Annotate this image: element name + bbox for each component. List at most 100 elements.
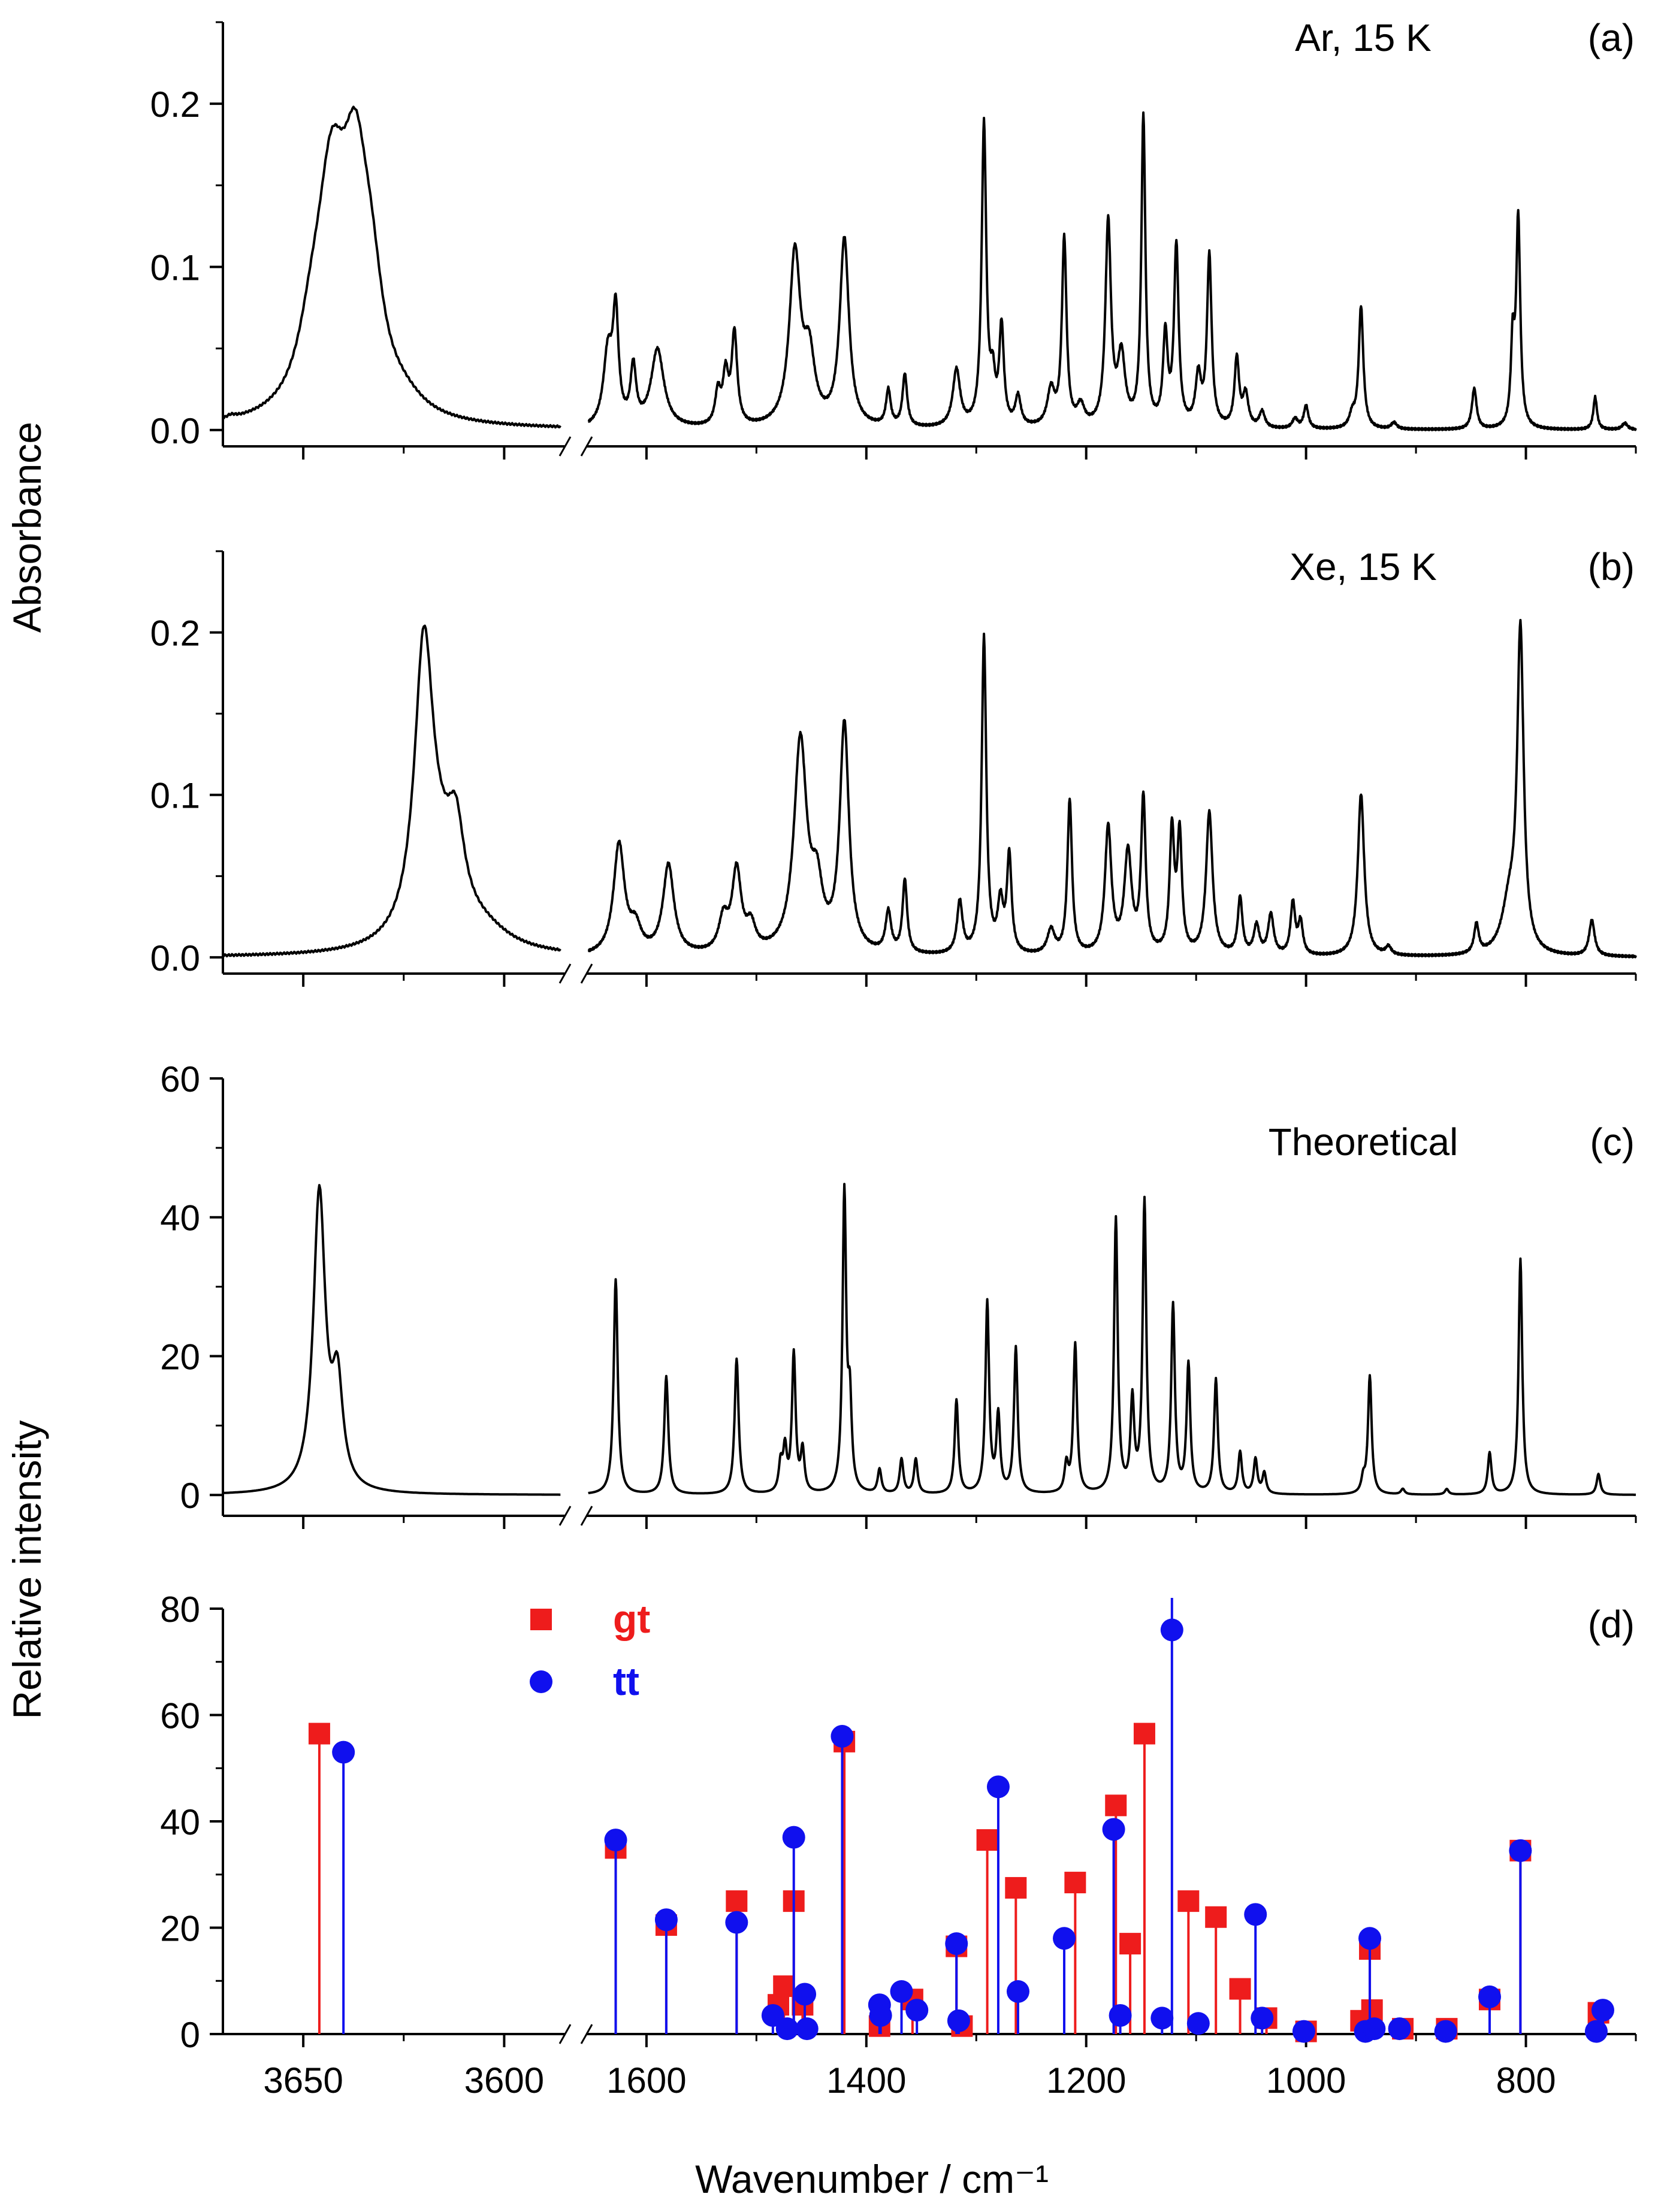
tt-marker (986, 1775, 1010, 1799)
gt-marker (308, 1723, 330, 1745)
panel-annotation: Ar, 15 K (1295, 16, 1432, 59)
gt-marker (1229, 1978, 1251, 2000)
y-tick-label: 20 (160, 1909, 200, 1949)
tt-marker (1251, 2006, 1274, 2030)
tt-marker (869, 2004, 892, 2027)
x-tick-label: 1200 (1046, 2060, 1126, 2101)
axis-break-mark (558, 1506, 572, 1526)
tt-marker (1186, 2012, 1210, 2035)
panel-annotation: Xe, 15 K (1289, 545, 1437, 588)
gt-marker (1205, 1906, 1227, 1928)
y-tick-label: 40 (160, 1802, 200, 1842)
axis-break-mark (558, 2024, 572, 2044)
tt-marker (890, 1980, 913, 2003)
y-label-relative-intensity: Relative intensity (5, 1421, 49, 1720)
tt-marker (761, 2004, 784, 2027)
y-tick-label: 0 (180, 2015, 200, 2055)
x-tick-label: 3650 (263, 2060, 343, 2101)
spectrum-line-right (587, 619, 1637, 959)
tt-marker (775, 2017, 799, 2041)
panel-tag: (d) (1588, 1603, 1635, 1646)
tt-marker (831, 1725, 854, 1748)
gt-marker (1361, 1999, 1383, 2021)
y-tick-label: 0.2 (150, 614, 200, 654)
gt-marker (1119, 1933, 1141, 1955)
tt-marker (1150, 2006, 1174, 2030)
y-tick-label: 80 (160, 1590, 200, 1630)
y-tick-label: 60 (160, 1696, 200, 1736)
gt-marker (1005, 1876, 1027, 1899)
panel-d: 0 20 40 60 80 gt tt (d) (160, 1590, 1637, 2055)
y-tick-label: 60 (160, 1059, 200, 1099)
x-tick-label: 800 (1496, 2060, 1556, 2101)
tt-marker (1006, 1980, 1029, 2003)
panel-c: 0 20 40 60 Theoretical (c) (160, 1059, 1637, 1529)
axis-break-mark (580, 436, 593, 457)
axis-break-mark (580, 963, 593, 984)
y-label-absorbance: Absorbance (5, 422, 49, 633)
x-tick-label: 1400 (826, 2060, 906, 2101)
x-axis-label: Wavenumber / cm⁻¹ (695, 2157, 1049, 2201)
tt-marker (654, 1908, 678, 1932)
axis-break-mark (558, 436, 572, 457)
y-tick-label: 40 (160, 1198, 200, 1238)
x-tick-label: 1000 (1266, 2060, 1346, 2101)
panel-tag: (a) (1588, 16, 1635, 59)
y-tick-label: 0.1 (150, 776, 200, 816)
tt-marker (1053, 1927, 1076, 1950)
y-tick-label: 0 (180, 1476, 200, 1516)
gt-marker (726, 1890, 748, 1912)
y-tick-label: 0.1 (150, 247, 200, 288)
tt-marker (604, 1829, 627, 1852)
tt-marker (1584, 2020, 1608, 2043)
tt-marker (1358, 1927, 1382, 1950)
panel-tag: (b) (1588, 545, 1635, 588)
tt-marker (1363, 2017, 1386, 2041)
panel-annotation: Theoretical (1269, 1120, 1458, 1164)
x-tick-labels: 3650 3600 1600 1400 1200 1000 800 (263, 2060, 1556, 2101)
gt-marker (1133, 1723, 1155, 1745)
gt-marker (1105, 1794, 1127, 1817)
spectrum-line-left (222, 624, 561, 957)
tt-marker (1244, 1903, 1267, 1926)
tt-marker (1292, 2020, 1315, 2043)
legend-gt-marker (530, 1609, 552, 1630)
x-tick-label: 3600 (464, 2060, 544, 2101)
tt-marker (725, 1911, 748, 1934)
axis-break-mark (580, 2024, 593, 2044)
gt-marker (1177, 1890, 1200, 1912)
tt-marker (782, 1826, 805, 1849)
y-tick-label: 0.0 (150, 938, 200, 978)
tt-marker (1388, 2017, 1411, 2041)
tt-marker (947, 2009, 970, 2032)
panel-a: 0.0 0.1 0.2 Ar, 15 K (a) (150, 16, 1637, 460)
y-tick-label: 20 (160, 1337, 200, 1377)
panel-b: 0.0 0.1 0.2 Xe, 15 K (b) (150, 545, 1637, 987)
y-tick-label: 0.0 (150, 411, 200, 451)
tt-marker (1434, 2020, 1457, 2043)
tt-marker (905, 1999, 929, 2022)
tt-marker (1591, 1999, 1614, 2022)
legend-tt-label: tt (613, 1659, 639, 1703)
y-tick-label: 0.2 (150, 84, 200, 125)
tt-marker (793, 1983, 817, 2006)
tt-marker (1478, 1985, 1502, 2008)
tt-marker (1509, 1839, 1532, 1862)
spectrum-line-right (587, 1183, 1637, 1496)
gt-marker (773, 1975, 795, 1998)
spectrum-line-left (222, 1184, 561, 1496)
legend-tt-marker (530, 1670, 552, 1693)
axis-break-mark (580, 1506, 593, 1526)
tt-marker (332, 1740, 355, 1764)
legend-gt-label: gt (613, 1597, 650, 1641)
gt-marker (1064, 1872, 1086, 1894)
tt-marker (795, 2017, 819, 2041)
tt-marker (945, 1932, 968, 1956)
panel-tag: (c) (1590, 1120, 1635, 1164)
x-tick-label: 1600 (606, 2060, 686, 2101)
tt-marker (1102, 1818, 1125, 1841)
axis-break-mark (558, 963, 572, 984)
gt-marker (976, 1829, 998, 1851)
spectrum-line-right (587, 111, 1637, 431)
